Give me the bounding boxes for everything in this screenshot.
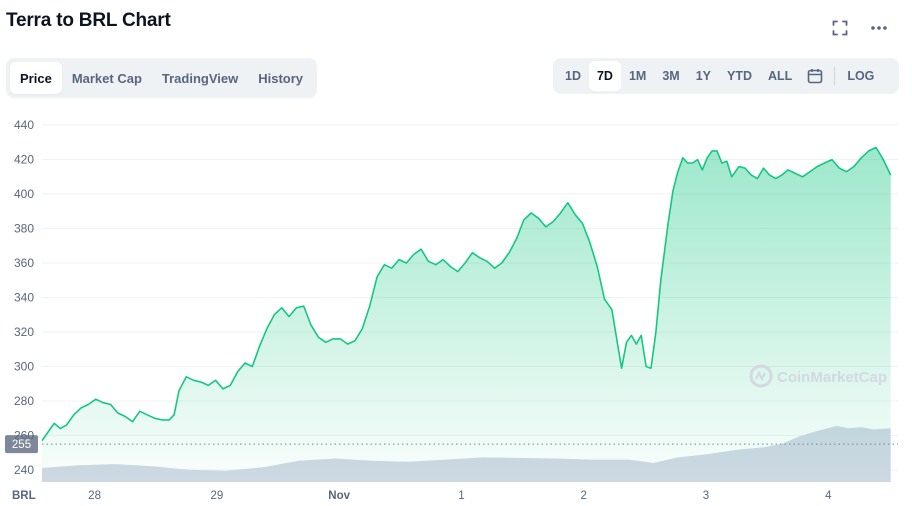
- y-tick-label: 380: [14, 222, 34, 236]
- fullscreen-icon[interactable]: [826, 14, 854, 42]
- watermark-text: CoinMarketCap: [777, 369, 887, 386]
- y-tick-label: 300: [14, 359, 34, 373]
- y-tick-label: 420: [14, 153, 34, 167]
- price-area-fill: [42, 147, 891, 482]
- coinmarketcap-logo-icon: [749, 364, 773, 388]
- range-7d[interactable]: 7D: [588, 61, 621, 91]
- y-tick-label: 280: [14, 394, 34, 408]
- price-series: [41, 146, 892, 482]
- range-1m[interactable]: 1M: [628, 69, 647, 83]
- range-1y[interactable]: 1Y: [695, 69, 712, 83]
- y-tick-label: 440: [14, 118, 34, 132]
- watermark: CoinMarketCap: [749, 364, 887, 388]
- x-axis: BRL 28 29 Nov 1 2 3 4: [12, 490, 832, 502]
- reference-badge: [5, 435, 38, 454]
- x-tick-label: 29: [210, 490, 223, 502]
- price-line: [41, 146, 892, 442]
- time-range-selector: 1D 7D 1M 3M 1Y YTD ALL LOG: [553, 58, 899, 94]
- range-3m[interactable]: 3M: [662, 69, 680, 83]
- y-axis: 240 260 280 300 320 340 360 380 400 420 440: [14, 118, 34, 477]
- x-tick-label: 3: [703, 490, 709, 502]
- calendar-icon[interactable]: [800, 61, 830, 91]
- range-1d[interactable]: 1D: [565, 69, 581, 83]
- y-tick-label: 240: [14, 463, 34, 477]
- y-tick-label: 360: [14, 256, 34, 270]
- range-all[interactable]: ALL: [768, 69, 793, 83]
- y-tick-label: 340: [14, 291, 34, 305]
- tab-tradingview[interactable]: TradingView: [161, 70, 239, 86]
- x-tick-label: Nov: [328, 490, 350, 502]
- reference-line: 255: [5, 435, 898, 454]
- chart-type-tabs: Price Market Cap TradingView History: [6, 58, 318, 98]
- x-tick-label: 4: [825, 490, 832, 502]
- more-options-icon[interactable]: [865, 14, 893, 42]
- tab-history[interactable]: History: [258, 70, 304, 86]
- y-tick-label: 260: [14, 428, 34, 442]
- range-divider: [834, 67, 836, 85]
- log-scale-toggle[interactable]: LOG: [847, 69, 875, 83]
- x-tick-label: 2: [581, 490, 587, 502]
- tab-market-cap[interactable]: Market Cap: [71, 70, 142, 86]
- y-tick-label: 400: [14, 187, 34, 201]
- range-ytd[interactable]: YTD: [727, 69, 753, 83]
- coinmarketcap-logo-mark: [755, 370, 766, 382]
- x-tick-label: 1: [458, 490, 464, 502]
- tab-price[interactable]: Price: [10, 62, 62, 94]
- currency-label: BRL: [12, 490, 36, 502]
- reference-badge-label: 255: [12, 439, 31, 451]
- x-tick-label: 28: [88, 490, 101, 502]
- chart-title: Terra to BRL Chart: [6, 10, 171, 31]
- y-tick-label: 320: [14, 325, 34, 339]
